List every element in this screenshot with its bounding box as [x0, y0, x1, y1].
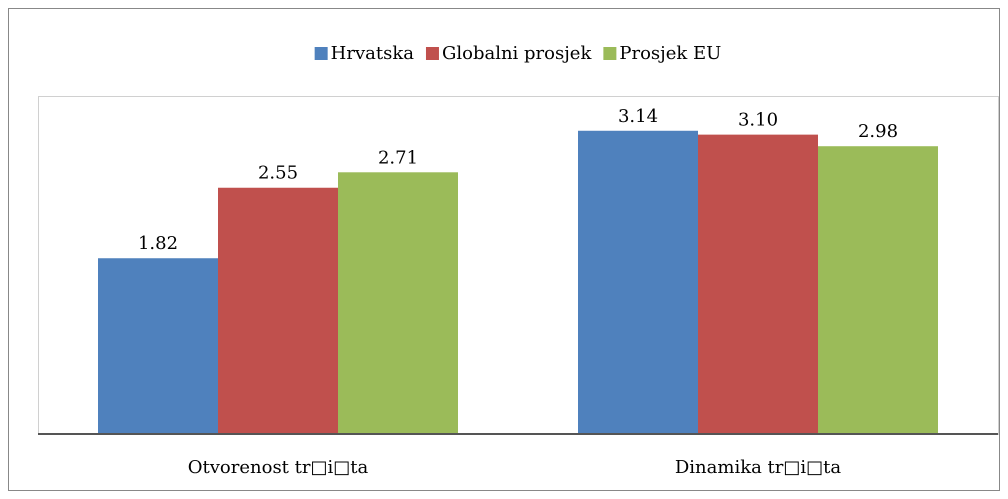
- bar: [578, 130, 698, 434]
- value-label: 3.10: [738, 110, 778, 131]
- legend-label: Globalni prosjek: [442, 43, 592, 64]
- value-label: 2.98: [858, 121, 898, 142]
- value-label: 3.14: [618, 106, 658, 127]
- x-tick-label: Dinamika tr□i□ta: [675, 457, 842, 478]
- bar: [338, 172, 458, 434]
- value-label: 2.55: [258, 163, 298, 184]
- legend-swatch: [425, 47, 439, 60]
- legend: Hrvatska Globalni prosjek Prosjek EU: [314, 43, 721, 64]
- legend-swatch: [603, 47, 617, 60]
- legend-swatch: [314, 47, 328, 60]
- chart-frame: [8, 8, 1000, 491]
- legend-label: Hrvatska: [331, 43, 415, 64]
- bar: [818, 146, 938, 434]
- bar: [218, 187, 338, 434]
- x-tick-label: Otvorenost tr□i□ta: [188, 457, 369, 478]
- bar: [698, 134, 818, 434]
- value-label: 2.71: [378, 147, 418, 168]
- value-label: 1.82: [138, 233, 178, 254]
- legend-label: Prosjek EU: [619, 43, 721, 64]
- bar: [98, 258, 218, 434]
